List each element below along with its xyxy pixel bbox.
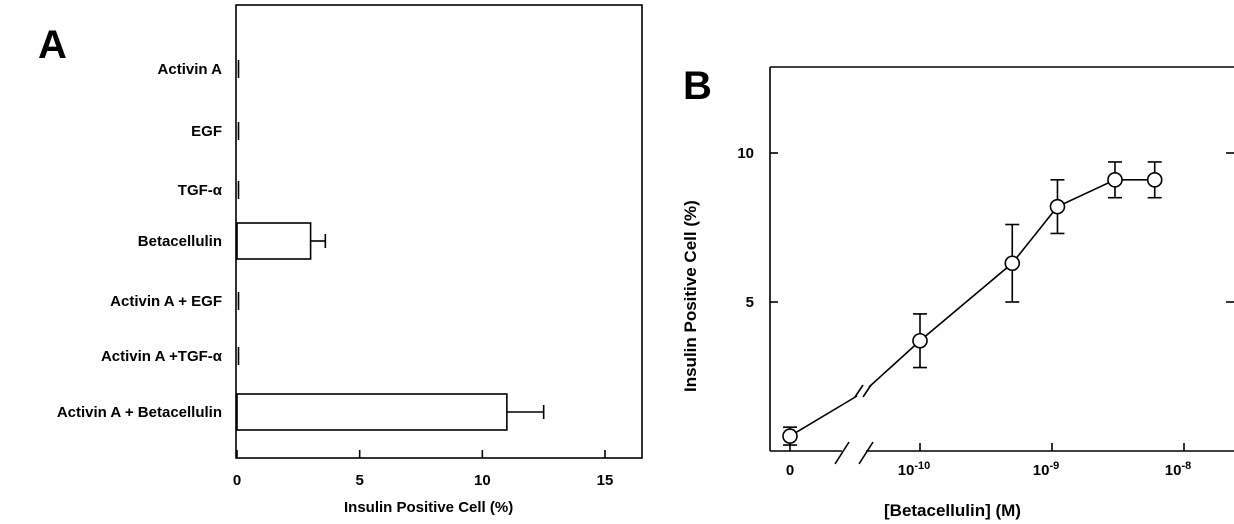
panel-b-label: B <box>683 64 712 108</box>
x-tick-label: 0 <box>786 462 794 479</box>
data-point <box>1146 172 1163 188</box>
panel-a-category-labels: Activin A EGF TGF-α Betacellulin Activin A +… <box>57 61 223 421</box>
panel-b-y-ticks: 5 10 <box>737 145 1234 311</box>
y-tick-label: 5 <box>746 294 754 311</box>
x-tick-label: 10-9 <box>1033 460 1059 479</box>
category-label: Activin A + Betacellulin <box>57 404 222 421</box>
panel-b-line-break-mark-1 <box>854 384 864 398</box>
panel-b-axis-break-mark-1 <box>834 441 850 465</box>
series-line-segment <box>1011 206 1059 264</box>
series-line-segment <box>919 262 1013 342</box>
panel-a-label: A <box>38 23 67 67</box>
category-label: Betacellulin <box>138 233 222 250</box>
data-point <box>1004 255 1021 272</box>
category-label: EGF <box>191 123 222 140</box>
panel-b-series <box>782 161 1163 446</box>
category-label: TGF-α <box>178 182 223 199</box>
series-line-segment <box>1057 179 1116 208</box>
x-tick-label: 10-10 <box>898 460 931 479</box>
series-line-segment <box>789 395 858 437</box>
y-tick-label: 10 <box>737 145 754 162</box>
panel-b-x-axis-label: [Betacellulin] (M) <box>884 501 1021 520</box>
data-point <box>1049 198 1066 215</box>
panel-a-x-axis-label: Insulin Positive Cell (%) <box>344 499 513 516</box>
x-tick-label: 0 <box>233 472 241 489</box>
data-point <box>912 332 928 349</box>
x-tick-label: 15 <box>597 472 614 489</box>
data-point <box>1107 172 1123 188</box>
category-label: Activin A +TGF-α <box>101 348 223 365</box>
panel-b: B 510 0 10-10 10-9 10-8 [Betacellulin] (M) … <box>681 64 1234 520</box>
panel-b-x-ticks: 0 10-10 10-9 10-8 <box>786 443 1191 479</box>
panel-a-bars <box>236 60 545 431</box>
category-label: Activin A <box>158 61 223 78</box>
bar <box>236 393 508 431</box>
panel-b-axis-break-mark-2 <box>858 441 874 465</box>
panel-a-x-ticks: 0 5 10 15 <box>233 450 614 489</box>
x-tick-label: 5 <box>355 472 363 489</box>
data-point <box>782 428 798 444</box>
series-line-segment <box>868 340 921 388</box>
x-tick-label: 10 <box>474 472 491 489</box>
panel-b-y-axis-label: Insulin Positive Cell (%) <box>681 200 700 392</box>
bar <box>236 222 312 260</box>
x-tick-label: 10-8 <box>1165 460 1191 479</box>
panel-a-plot-frame <box>235 4 643 459</box>
category-label: Activin A + EGF <box>110 293 222 310</box>
